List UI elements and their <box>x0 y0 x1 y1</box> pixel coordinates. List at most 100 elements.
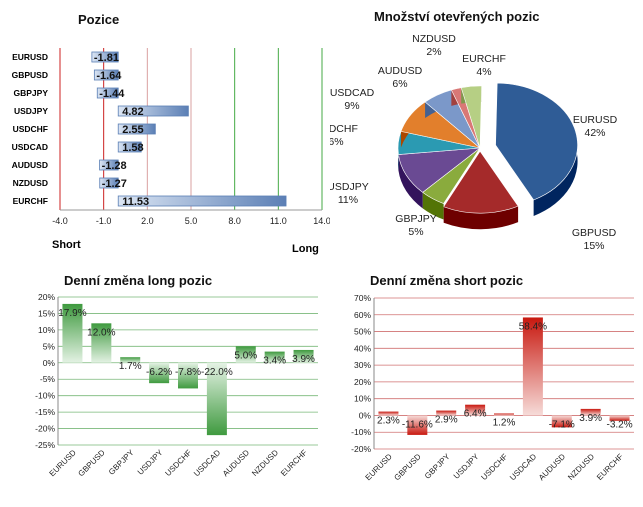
bar-usdchf <box>494 413 514 416</box>
long-change-title: Denní změna long pozic <box>64 273 213 288</box>
value-label: 3.9% <box>292 354 315 365</box>
category-label: GBPUSD <box>12 70 48 80</box>
pie-slice-side <box>422 192 444 220</box>
y-tick-label: -25% <box>35 440 55 450</box>
value-label: -11.6% <box>402 419 433 430</box>
x-tick-label: 2.0 <box>141 216 154 226</box>
category-label: NZDUSD <box>13 178 48 188</box>
x-tick-label: -1.0 <box>96 216 112 226</box>
category-label: USDCAD <box>508 452 538 482</box>
value-label: 12.0% <box>87 327 115 338</box>
category-label: EURUSD <box>12 52 48 62</box>
value-label: 1.58 <box>122 142 143 154</box>
category-label: GBPJPY <box>107 448 136 477</box>
slice-label: USDCHF <box>330 123 358 135</box>
category-label: GBPUSD <box>76 448 106 478</box>
long-change-chart-panel: Denní změna long pozic 20% 15% 10% 5% 0% -5% -… <box>0 262 330 507</box>
value-label: 1.7% <box>119 361 142 372</box>
value-label: 11.53 <box>122 196 149 208</box>
bar-eurusd <box>91 51 119 63</box>
slice-label: EURCHF <box>462 53 506 65</box>
bar-gbpjpy <box>436 410 457 416</box>
category-label: GBPUSD <box>392 452 422 482</box>
value-label: 58.4% <box>519 321 547 332</box>
value-label: 2.9% <box>435 415 458 426</box>
category-label: USDJPY <box>452 452 481 481</box>
y-tick-label: -20% <box>35 424 55 434</box>
slice-value: 4% <box>476 66 491 78</box>
bar-usdcad <box>117 141 142 153</box>
category-label: EURCHF <box>13 196 48 206</box>
bar-gbpusd <box>93 69 119 81</box>
slice-value: 42% <box>584 127 605 139</box>
category-label: NZDUSD <box>250 448 280 478</box>
bar-eurusd <box>378 411 399 416</box>
bar-usdjpy <box>149 362 170 384</box>
bar-eurchf <box>293 349 314 363</box>
open-positions-pie-panel: Množství otevřených pozic EURUSD 42% GBPUS… <box>330 0 643 260</box>
positions-chart-panel: Pozice -4.0 -1.0 2.0 5.0 8.0 11.0 14.0 EURUSD -1… <box>0 0 330 260</box>
slice-label: EURUSD <box>573 114 618 126</box>
bar-usdjpy <box>465 404 486 416</box>
bar-usdchf <box>178 362 198 389</box>
slice-value: 9% <box>344 100 359 112</box>
category-label: AUDUSD <box>537 452 567 482</box>
bar-eurchf <box>609 415 630 421</box>
slice-value: 15% <box>583 240 604 252</box>
value-label: -3.2% <box>606 419 632 430</box>
y-tick-label: -20% <box>351 444 371 454</box>
category-label: USDJPY <box>136 448 165 477</box>
short-change-chart-panel: Denní změna short pozic 70% 60% 50% 40% 30% 2… <box>330 262 643 507</box>
value-label: 17.9% <box>58 308 86 319</box>
y-tick-label: -15% <box>35 407 55 417</box>
category-label: USDCAD <box>192 448 222 478</box>
value-label: 2.55 <box>122 124 143 136</box>
bar-gbpjpy <box>96 87 119 99</box>
bar-usdchf <box>117 123 156 135</box>
bar-audusd <box>235 346 256 363</box>
long-label: Long <box>292 243 319 255</box>
value-label: 1.2% <box>493 417 516 428</box>
category-label: GBPJPY <box>423 452 452 481</box>
category-label: EURCHF <box>595 452 625 482</box>
short-change-chart: 70% 60% 50% 40% 30% 20% 10% 0% -10% -20% 2.3% EURUS… <box>351 293 634 482</box>
category-label: USDCHF <box>479 452 509 482</box>
y-tick-label: 10% <box>354 394 371 404</box>
bar-gbpusd <box>91 323 112 363</box>
category-label: AUDUSD <box>12 160 48 170</box>
x-tick-label: 14.0 <box>313 216 330 226</box>
y-tick-label: 60% <box>354 310 371 320</box>
y-tick-label: -5% <box>40 374 56 384</box>
x-tick-label: 11.0 <box>270 216 287 226</box>
category-label: EURUSD <box>364 452 394 482</box>
pie-slice-gbpusd <box>443 150 519 214</box>
value-label: -7.1% <box>549 419 575 430</box>
bar-gbpjpy <box>120 357 141 363</box>
category-label: USDCAD <box>12 142 48 152</box>
value-label: -1.28 <box>102 160 127 172</box>
value-label: -1.81 <box>94 52 119 64</box>
bar-usdcad <box>206 362 227 436</box>
slice-value: 2% <box>426 46 441 58</box>
value-label: -1.44 <box>99 88 125 100</box>
short-label: Short <box>52 239 81 251</box>
value-label: 6.4% <box>464 409 487 420</box>
value-label: 3.4% <box>263 356 286 367</box>
bar-audusd <box>99 159 119 171</box>
slice-label: USDJPY <box>330 181 369 193</box>
value-label: -1.27 <box>102 178 127 190</box>
category-label: USDCHF <box>13 124 48 134</box>
category-label: AUDUSD <box>221 448 251 478</box>
value-label: -22.0% <box>201 367 233 378</box>
slice-label: GBPUSD <box>572 227 617 239</box>
category-label: NZDUSD <box>566 452 596 482</box>
y-tick-label: 70% <box>354 293 371 303</box>
y-tick-label: 50% <box>354 327 371 337</box>
value-label: -7.8% <box>175 367 201 378</box>
pie-slice-eurusd <box>495 82 578 201</box>
slice-value: 11% <box>338 194 358 206</box>
positions-chart-title: Pozice <box>78 12 120 27</box>
y-tick-label: 0% <box>359 410 372 420</box>
slice-label: GBPJPY <box>395 213 436 225</box>
bar-eurchf <box>117 195 287 207</box>
